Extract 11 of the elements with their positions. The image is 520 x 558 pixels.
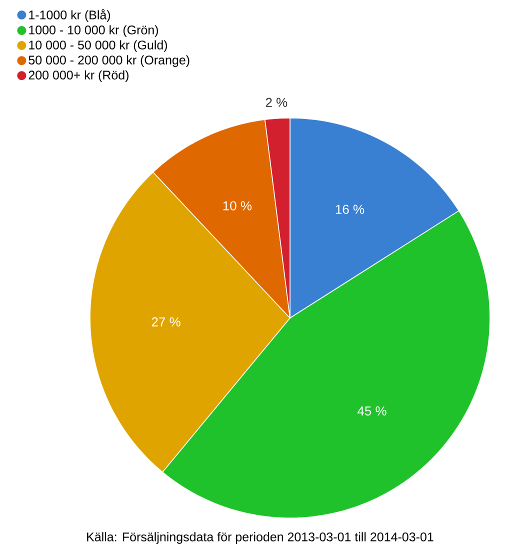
text: Källa: Försäljningsdata för perioden 2013-03-01 till 2014-03-01 bbox=[87, 532, 434, 544]
legend-label: 200 000+ kr (Röd) bbox=[28, 70, 128, 82]
data-label: 45 % bbox=[357, 406, 386, 416]
legend-label: 1-1000 kr (Blå) bbox=[29, 9, 110, 22]
legend-label: 1000 - 10 000 kr (Grön) bbox=[29, 25, 158, 37]
data-label: 16 % bbox=[336, 204, 364, 214]
data-label: 2 % bbox=[266, 98, 288, 107]
data-label: 27 % bbox=[152, 317, 180, 326]
legend-label: 50 000 - 200 000 kr (Orange) bbox=[28, 55, 190, 67]
legend-label: 10 000 - 50 000 kr (Guld) bbox=[29, 40, 168, 52]
data-label: 10 % bbox=[223, 201, 252, 210]
